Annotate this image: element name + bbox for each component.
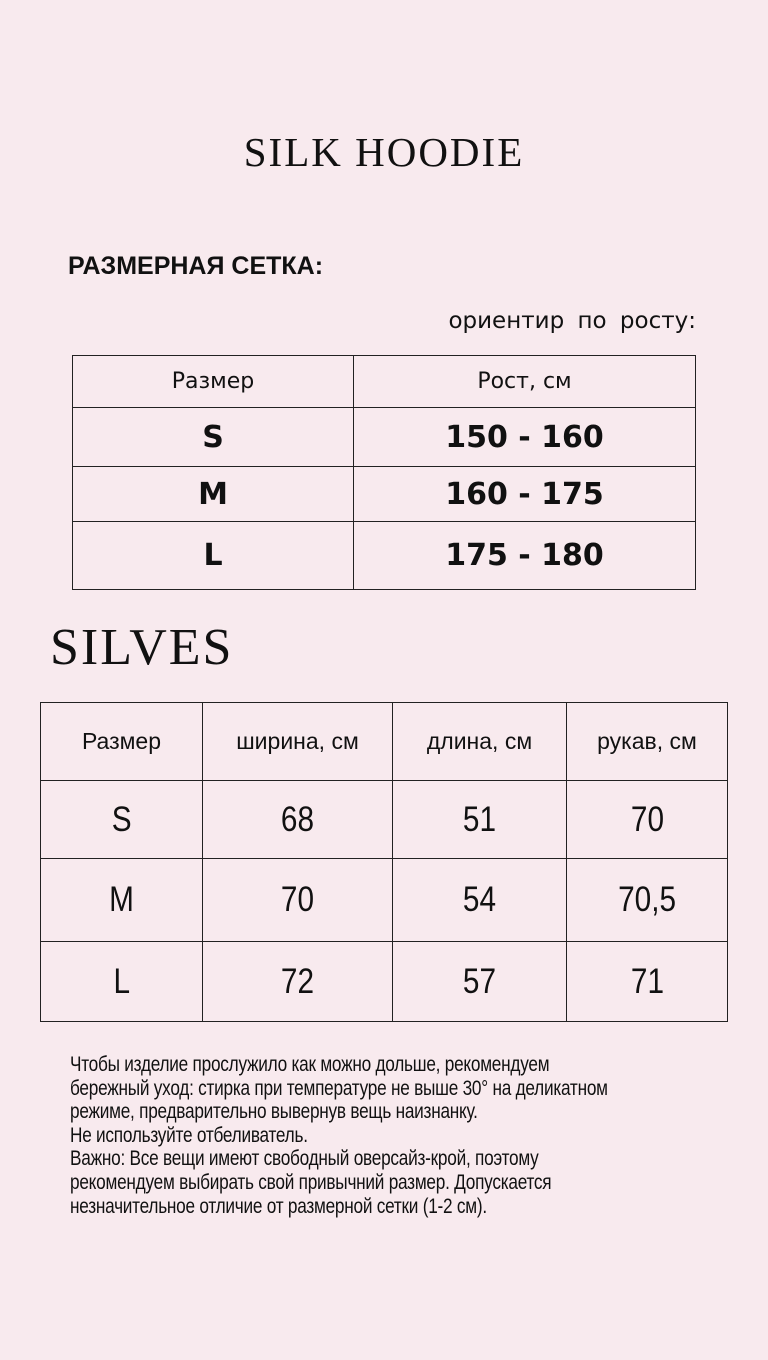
table-header-row: Размер ширина, см длина, см рукав, см: [40, 702, 728, 781]
length-cell: 54: [392, 858, 567, 942]
section-title: SILVES: [50, 619, 234, 676]
sleeve-cell: 70: [566, 780, 728, 859]
length-cell: 51: [392, 780, 567, 859]
sleeve-cell: 70,5: [566, 858, 728, 942]
table-row: S 150 - 160: [72, 407, 696, 467]
width-cell: 72: [202, 941, 393, 1022]
size-cell: M: [72, 466, 354, 522]
table-row: L 175 - 180: [72, 521, 696, 590]
header-cell: Размер: [40, 702, 203, 781]
note-line: Чтобы изделие прослужило как можно дольш…: [70, 1053, 550, 1076]
product-title: SILK HOODIE: [243, 129, 525, 175]
table-header-row: Размер Рост, см: [72, 355, 696, 408]
note-line: режиме, предварительно вывернув вещь наи…: [70, 1100, 478, 1124]
table-row: M 160 - 175: [72, 466, 696, 522]
size-cell: S: [72, 407, 354, 467]
width-cell: 70: [202, 858, 393, 942]
care-notes: Чтобы изделие прослужило как можно дольш…: [70, 1053, 693, 1218]
table-row: M 70 54 70,5: [40, 858, 728, 942]
size-cell: M: [40, 858, 203, 942]
measurements-table: Размер ширина, см длина, см рукав, см S …: [40, 702, 728, 1022]
size-cell: S: [40, 780, 203, 859]
table-row: S 68 51 70: [40, 780, 728, 859]
note-line: Не используйте отбеливатель.: [70, 1123, 308, 1147]
sleeve-cell: 71: [566, 941, 728, 1022]
height-cell: 150 - 160: [353, 407, 696, 467]
header-cell: Рост, см: [353, 355, 696, 408]
note-line: Важно: Все вещи имеют свободный оверсайз…: [70, 1147, 539, 1171]
note-line: незначительное отличие от размерной сетк…: [70, 1194, 487, 1218]
height-guide-label: ориентир по росту:: [448, 308, 696, 334]
header-cell: Размер: [72, 355, 354, 408]
width-cell: 68: [202, 780, 393, 859]
header-cell: ширина, см: [202, 702, 393, 781]
length-cell: 57: [392, 941, 567, 1022]
header-cell: длина, см: [392, 702, 567, 781]
note-line: рекомендуем выбирать свой привычний разм…: [70, 1170, 552, 1194]
height-cell: 160 - 175: [353, 466, 696, 522]
header-cell: рукав, см: [566, 702, 728, 781]
note-line: бережный уход: стирка при температуре не…: [70, 1076, 608, 1100]
height-size-table: Размер Рост, см S 150 - 160 M 160 - 175 …: [72, 355, 696, 590]
size-chart-heading: РАЗМЕРНАЯ СЕТКА:: [68, 252, 324, 280]
size-cell: L: [40, 941, 203, 1022]
size-cell: L: [72, 521, 354, 590]
height-cell: 175 - 180: [353, 521, 696, 590]
table-row: L 72 57 71: [40, 941, 728, 1022]
